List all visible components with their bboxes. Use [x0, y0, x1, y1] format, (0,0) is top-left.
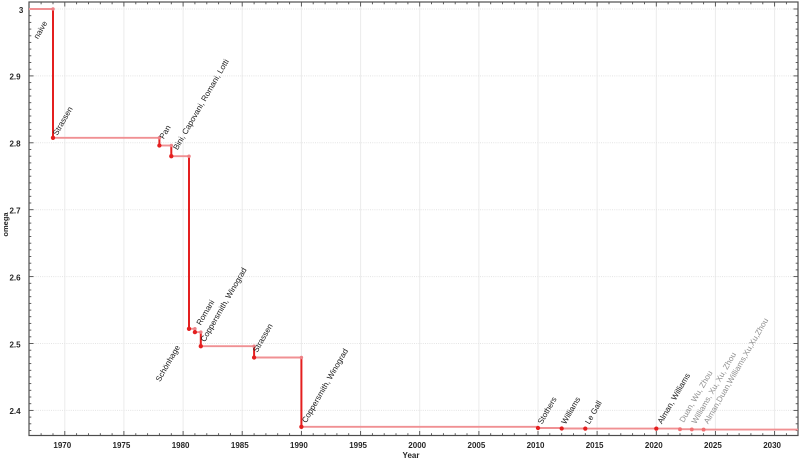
svg-text:1970: 1970 — [53, 441, 71, 450]
svg-text:2020: 2020 — [645, 441, 663, 450]
svg-text:Year: Year — [403, 451, 420, 460]
svg-text:2.5: 2.5 — [9, 340, 21, 349]
svg-text:2.4: 2.4 — [9, 407, 21, 416]
svg-text:2.8: 2.8 — [9, 140, 21, 149]
svg-text:2025: 2025 — [704, 441, 722, 450]
svg-text:1990: 1990 — [290, 441, 308, 450]
svg-text:2015: 2015 — [586, 441, 604, 450]
svg-text:2030: 2030 — [763, 441, 781, 450]
svg-text:2.9: 2.9 — [9, 73, 21, 82]
svg-text:2010: 2010 — [527, 441, 545, 450]
svg-text:1995: 1995 — [349, 441, 367, 450]
svg-text:2005: 2005 — [468, 441, 486, 450]
svg-text:2.7: 2.7 — [9, 207, 21, 216]
svg-text:1980: 1980 — [172, 441, 190, 450]
svg-text:2000: 2000 — [408, 441, 426, 450]
svg-text:2.6: 2.6 — [9, 273, 21, 282]
svg-text:3: 3 — [19, 6, 24, 15]
svg-text:1975: 1975 — [113, 441, 131, 450]
svg-text:1985: 1985 — [231, 441, 249, 450]
svg-text:omega: omega — [1, 212, 10, 237]
